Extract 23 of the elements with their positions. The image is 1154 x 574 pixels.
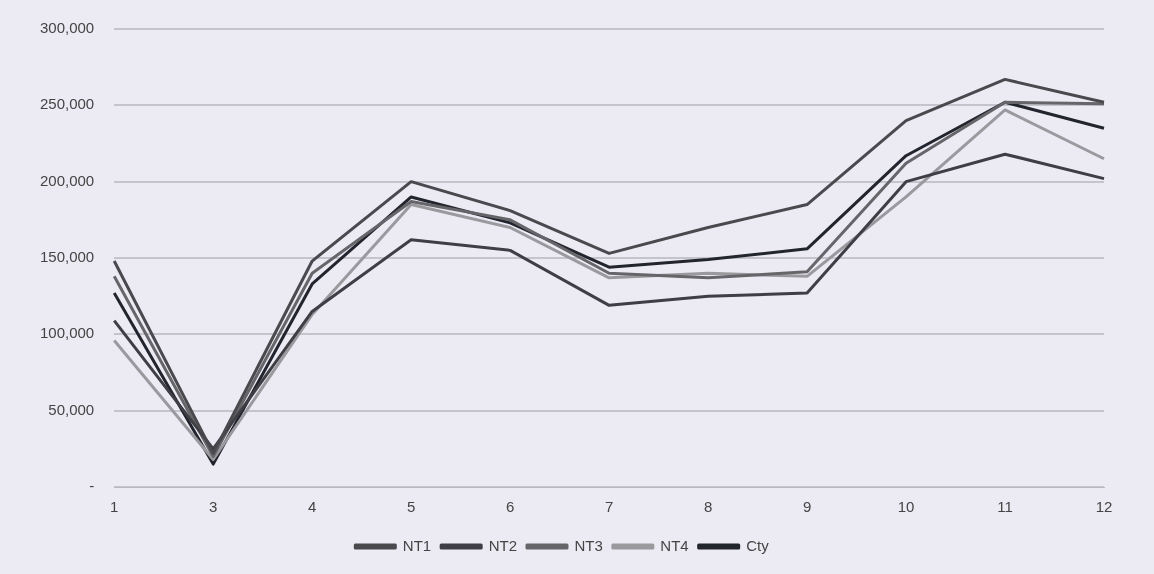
y-tick-label: 200,000: [39, 171, 95, 189]
x-tick-label: 9: [802, 498, 812, 516]
x-tick-label: 1: [110, 498, 119, 516]
y-tick-label: 300,000: [39, 19, 95, 37]
y-tick-label: 50,000: [48, 400, 95, 418]
x-tick-label: 4: [308, 498, 317, 516]
y-tick-label: 250,000: [39, 95, 95, 113]
x-tick-label: 6: [505, 498, 515, 516]
x-tick-label: 7: [604, 498, 614, 516]
x-tick-label: 8: [703, 498, 713, 516]
x-tick-label: 5: [406, 498, 416, 516]
legend-label: NT4: [660, 536, 689, 554]
x-tick-label: 3: [209, 498, 218, 516]
x-tick-label: 11: [997, 498, 1013, 516]
x-tick-label: 10: [897, 498, 915, 516]
legend-label: NT1: [402, 536, 432, 554]
legend-label: NT2: [488, 536, 518, 554]
x-tick-label: 12: [1095, 498, 1113, 516]
y-tick-label: 100,000: [39, 324, 95, 342]
y-tick-label: -: [89, 477, 95, 495]
legend-label: NT3: [574, 536, 603, 554]
legend-label: Cty: [746, 536, 770, 554]
y-tick-label: 150,000: [39, 248, 95, 266]
